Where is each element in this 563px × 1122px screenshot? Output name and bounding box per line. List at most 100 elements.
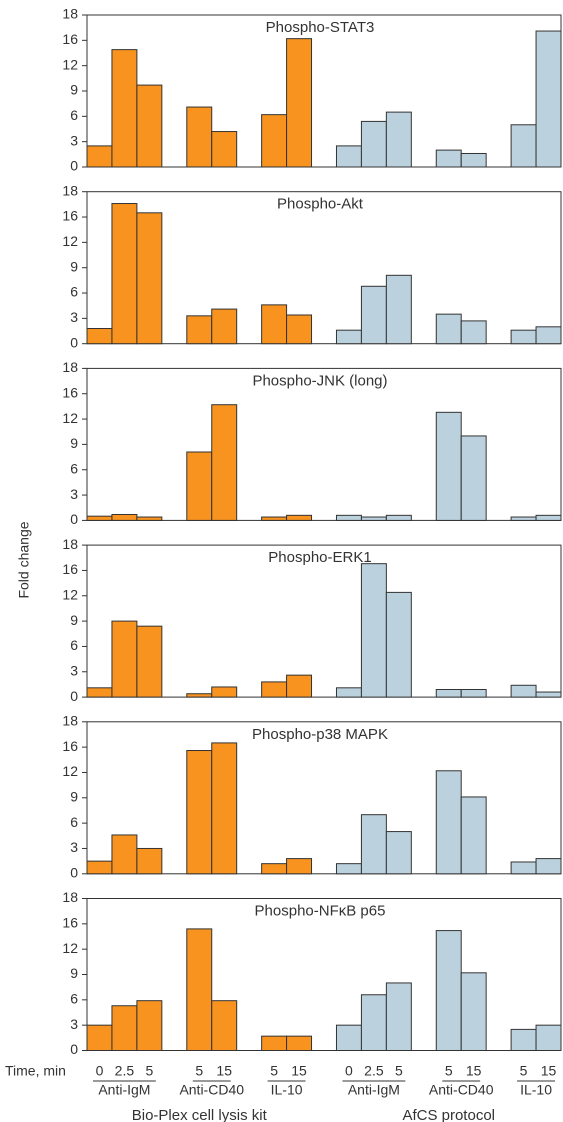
- bar: [286, 314, 313, 345]
- bar: [335, 145, 362, 168]
- bar: [510, 516, 537, 521]
- bar: [111, 203, 138, 345]
- y-tick-label: 16: [62, 561, 78, 577]
- x-tick-label: 5: [145, 1063, 153, 1079]
- panel-title: Phospho-JNK (long): [252, 372, 387, 389]
- bar: [111, 49, 138, 168]
- bar: [286, 514, 313, 521]
- bar: [435, 930, 462, 1051]
- y-tick-label: 3: [70, 1016, 78, 1032]
- x-tick-label: 15: [541, 1063, 557, 1079]
- x-tick-label: 0: [345, 1063, 353, 1079]
- x-tick-label: 15: [466, 1063, 482, 1079]
- bar: [460, 320, 487, 345]
- x-tick-label: 15: [216, 1063, 232, 1079]
- bar: [510, 124, 537, 168]
- bar: [535, 326, 562, 345]
- bar: [360, 814, 387, 875]
- bar: [535, 30, 562, 168]
- y-tick-label: 0: [70, 688, 78, 704]
- bar: [510, 684, 537, 698]
- y-tick-label: 18: [62, 359, 78, 375]
- bar: [111, 620, 138, 698]
- bar: [510, 329, 537, 345]
- x-tick-label: 2.5: [364, 1063, 384, 1079]
- y-tick-label: 3: [70, 309, 78, 325]
- bar: [385, 111, 412, 168]
- panel-title: Phospho-ERK1: [268, 549, 371, 566]
- bar: [136, 1000, 163, 1052]
- bar: [535, 1024, 562, 1051]
- y-tick-label: 3: [70, 486, 78, 502]
- group-label: Anti-IgM: [98, 1082, 150, 1098]
- y-tick-label: 18: [62, 536, 78, 552]
- y-tick-label: 12: [62, 586, 78, 602]
- bar: [335, 1024, 362, 1051]
- bar: [86, 328, 113, 345]
- bar: [261, 863, 288, 875]
- bar: [286, 38, 313, 168]
- y-tick-label: 12: [62, 233, 78, 249]
- bar: [385, 591, 412, 698]
- bar: [261, 114, 288, 168]
- bar: [86, 145, 113, 168]
- bar: [360, 994, 387, 1051]
- bar: [136, 84, 163, 168]
- x-axis-label: Time, min: [5, 1063, 66, 1079]
- bar: [360, 285, 387, 345]
- bar: [211, 404, 238, 521]
- bar: [186, 750, 213, 875]
- y-tick-label: 16: [62, 915, 78, 931]
- group-label: Anti-CD40: [429, 1082, 494, 1098]
- bar: [460, 152, 487, 168]
- x-tick-label: 5: [520, 1063, 528, 1079]
- group-label: IL-10: [271, 1082, 303, 1098]
- y-tick-label: 6: [70, 991, 78, 1007]
- y-tick-label: 9: [70, 612, 78, 628]
- bar: [335, 329, 362, 345]
- y-tick-label: 3: [70, 132, 78, 148]
- bar: [136, 212, 163, 345]
- group-label: IL-10: [520, 1082, 552, 1098]
- y-tick-label: 3: [70, 839, 78, 855]
- bar: [360, 120, 387, 168]
- bar: [186, 106, 213, 168]
- bar: [510, 1028, 537, 1052]
- y-tick-label: 0: [70, 865, 78, 881]
- y-tick-label: 18: [62, 6, 78, 22]
- bar: [535, 858, 562, 875]
- kit-label: AfCS protocol: [402, 1107, 495, 1122]
- y-tick-label: 16: [62, 384, 78, 400]
- y-tick-label: 6: [70, 637, 78, 653]
- bar: [385, 274, 412, 345]
- bar: [460, 435, 487, 521]
- x-tick-label: 5: [445, 1063, 453, 1079]
- bar: [211, 742, 238, 875]
- y-tick-label: 16: [62, 738, 78, 754]
- bar: [186, 693, 213, 698]
- bar: [186, 451, 213, 521]
- y-tick-label: 9: [70, 789, 78, 805]
- bar: [211, 308, 238, 345]
- y-tick-label: 16: [62, 31, 78, 47]
- bar: [286, 858, 313, 875]
- bar: [86, 1024, 113, 1051]
- y-tick-label: 0: [70, 158, 78, 174]
- bar: [211, 686, 238, 698]
- y-tick-label: 6: [70, 284, 78, 300]
- y-tick-label: 3: [70, 662, 78, 678]
- bar: [86, 515, 113, 521]
- bar: [211, 131, 238, 168]
- y-tick-label: 12: [62, 410, 78, 426]
- bar: [360, 563, 387, 698]
- bar: [435, 689, 462, 698]
- bar: [385, 982, 412, 1052]
- bar: [460, 972, 487, 1051]
- bar: [335, 514, 362, 521]
- x-tick-label: 2.5: [115, 1063, 135, 1079]
- panel-title: Phospho-p38 MAPK: [252, 726, 388, 743]
- group-label: Anti-IgM: [348, 1082, 400, 1098]
- bar: [136, 516, 163, 521]
- panel-frame: [86, 367, 562, 521]
- bar: [261, 681, 288, 698]
